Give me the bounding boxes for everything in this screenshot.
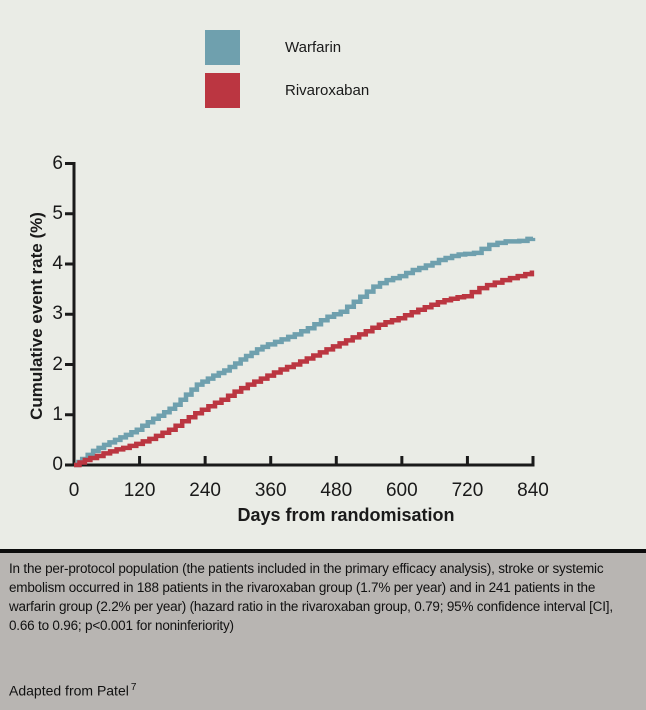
rivaroxaban-legend-label: Rivaroxaban (285, 82, 370, 99)
y-tick-label: 2 (52, 353, 63, 375)
x-tick-label: 240 (189, 480, 221, 501)
x-tick-label: 360 (254, 480, 287, 501)
warfarin-curve (74, 236, 536, 468)
caption-source-text: Adapted from Patel (9, 682, 129, 699)
x-tick-label: 120 (123, 480, 156, 501)
legend-item-rivaroxaban: Rivaroxaban (205, 73, 369, 108)
caption-panel: In the per-protocol population (the pati… (0, 553, 646, 710)
x-tick-label: 0 (68, 480, 80, 501)
legend-item-warfarin: Warfarin (205, 30, 341, 65)
rivaroxaban-curve (74, 270, 535, 468)
warfarin-swatch (205, 30, 240, 65)
x-tick-label: 720 (451, 480, 484, 501)
caption-source-ref: 7 (130, 682, 137, 693)
x-tick-label: 840 (517, 480, 549, 501)
y-tick-label: 5 (52, 202, 63, 224)
x-axis-title: Days from randomisation (237, 505, 455, 525)
x-tick-label: 480 (320, 480, 353, 501)
caption-text: In the per-protocol population (the pati… (9, 561, 613, 633)
y-tick-label: 4 (52, 253, 63, 274)
caption-divider (0, 549, 646, 553)
y-tick-label: 1 (52, 403, 63, 425)
rivaroxaban-swatch (205, 73, 240, 108)
y-axis-title: Cumulative event rate (%) (27, 212, 46, 420)
y-tick-label: 6 (52, 152, 63, 174)
y-tick-label: 0 (52, 454, 63, 475)
x-tick-label: 600 (385, 480, 418, 501)
warfarin-legend-label: Warfarin (285, 39, 342, 56)
chart-canvas (65, 162, 536, 468)
caption-source: Adapted from Patel 7 (9, 679, 136, 700)
y-tick-label: 3 (52, 303, 63, 325)
